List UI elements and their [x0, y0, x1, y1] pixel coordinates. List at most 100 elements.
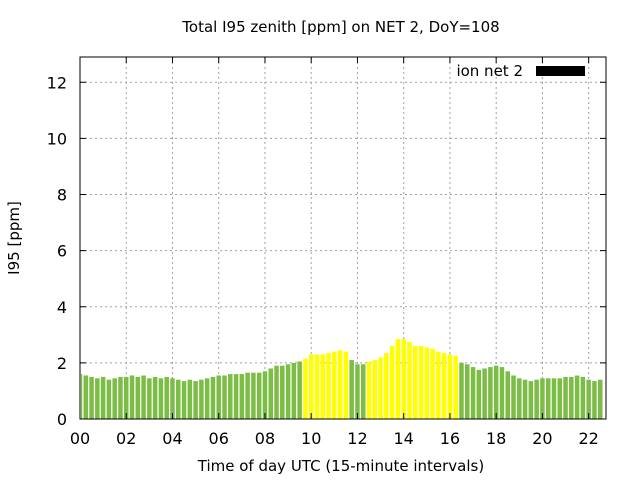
bar	[106, 379, 112, 419]
bar	[407, 341, 412, 419]
bar	[233, 374, 239, 419]
legend-swatch	[536, 66, 585, 76]
y-tick-label: 4	[57, 298, 67, 317]
bar	[441, 353, 447, 419]
bar	[378, 357, 383, 419]
bar	[251, 372, 256, 419]
bar	[256, 372, 262, 419]
bar	[83, 375, 89, 419]
x-tick-label: 22	[578, 429, 598, 448]
bar	[447, 354, 453, 419]
bar	[95, 378, 100, 419]
bar	[522, 379, 528, 419]
bar	[586, 379, 591, 419]
x-tick-label: 02	[116, 429, 136, 448]
legend-label: ion net 2	[456, 62, 523, 80]
bar	[141, 375, 146, 419]
bar	[493, 365, 499, 419]
bar	[164, 376, 169, 419]
bar	[470, 367, 476, 419]
bar	[320, 354, 326, 419]
x-tick-label: 06	[209, 429, 229, 448]
y-axis: 0 2 4 6 8 10 12	[47, 73, 606, 429]
bar	[280, 365, 285, 419]
bar	[204, 378, 210, 419]
x-tick-label: 04	[162, 429, 182, 448]
bar	[459, 362, 464, 419]
bar	[308, 354, 314, 419]
bar	[326, 353, 331, 419]
bar	[476, 369, 482, 419]
bar	[291, 362, 297, 419]
bar	[123, 376, 129, 419]
bar	[592, 381, 597, 419]
x-tick-label: 18	[486, 429, 506, 448]
bar	[297, 361, 302, 419]
bar	[193, 381, 198, 419]
x-tick-label: 16	[440, 429, 460, 448]
bar	[545, 378, 551, 419]
bar	[574, 375, 580, 419]
y-tick-label: 2	[57, 354, 67, 373]
bar	[158, 378, 164, 419]
bar	[465, 364, 470, 419]
bar	[482, 368, 487, 419]
bar	[563, 376, 568, 419]
bar	[199, 379, 204, 419]
bar	[528, 381, 534, 419]
bar	[372, 360, 378, 419]
bar	[534, 379, 539, 419]
bar	[597, 379, 603, 419]
bar	[303, 358, 308, 419]
bar	[181, 381, 187, 419]
bar	[395, 339, 401, 419]
bar	[424, 347, 430, 419]
plot-frame	[79, 56, 607, 420]
bar	[505, 371, 510, 419]
bar	[453, 355, 458, 419]
bar	[557, 378, 563, 419]
bar	[100, 376, 106, 419]
bar	[187, 379, 193, 419]
y-tick-label: 8	[57, 186, 67, 205]
bar	[551, 378, 557, 419]
bar	[569, 376, 574, 419]
legend: ion net 2	[456, 62, 585, 80]
bar	[580, 376, 586, 419]
bar	[517, 378, 522, 419]
x-tick-label: 00	[70, 429, 90, 448]
x-tick-label: 20	[532, 429, 552, 448]
x-axis: 00 02 04 06 08 10 12 14 16 18 20 22	[70, 57, 599, 448]
bar	[210, 376, 216, 419]
bar	[436, 351, 441, 419]
bar	[401, 339, 406, 419]
bar	[274, 365, 279, 419]
bar	[412, 346, 418, 419]
bar	[118, 376, 123, 419]
bar	[129, 375, 135, 419]
bar	[366, 361, 372, 419]
bar	[540, 378, 545, 419]
x-tick-label: 12	[347, 429, 367, 448]
bar	[239, 374, 245, 419]
bar	[511, 375, 516, 419]
bar	[228, 374, 233, 419]
x-tick-label: 08	[255, 429, 275, 448]
bar	[285, 364, 291, 419]
y-tick-label: 6	[57, 242, 67, 261]
bar	[499, 367, 505, 419]
y-axis-label: I95 [ppm]	[5, 201, 23, 275]
bar	[360, 364, 366, 419]
bar	[488, 367, 493, 419]
bars	[81, 339, 603, 419]
bar	[384, 353, 389, 419]
bar	[170, 378, 175, 419]
chart-title: Total I95 zenith [ppm] on NET 2, DoY=108	[181, 18, 499, 36]
x-axis-label: Time of day UTC (15-minute intervals)	[197, 457, 484, 475]
bar	[418, 346, 424, 419]
bar	[262, 371, 268, 419]
bar	[332, 351, 337, 419]
bar	[337, 350, 343, 419]
y-tick-label: 10	[47, 129, 67, 148]
